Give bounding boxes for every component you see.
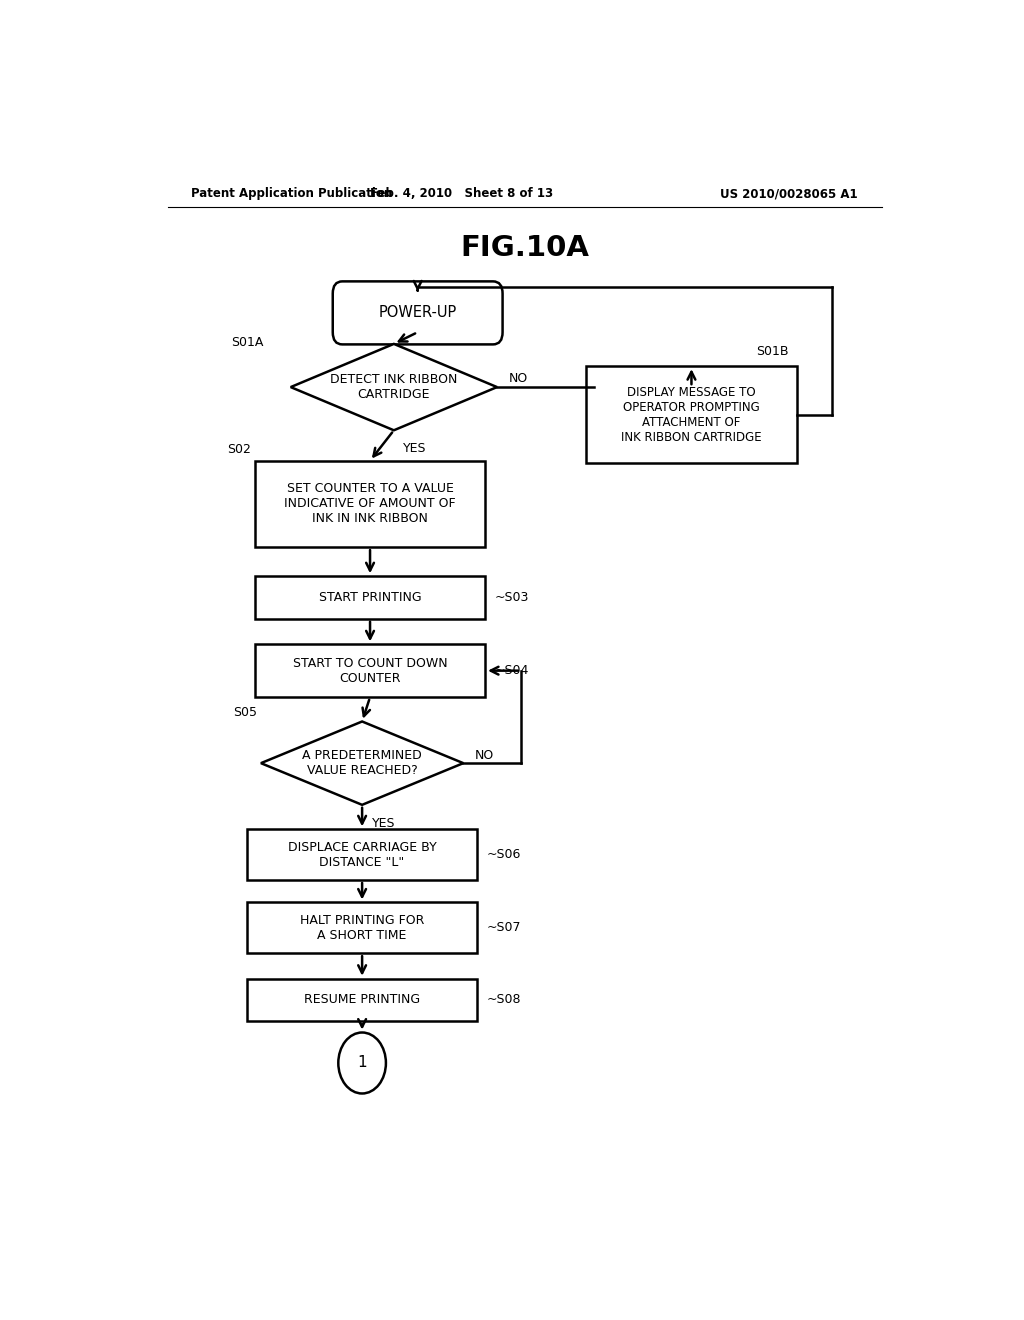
Text: NO: NO <box>509 372 528 385</box>
Text: DISPLAY MESSAGE TO
OPERATOR PROMPTING
ATTACHMENT OF
INK RIBBON CARTRIDGE: DISPLAY MESSAGE TO OPERATOR PROMPTING AT… <box>622 385 762 444</box>
Circle shape <box>338 1032 386 1093</box>
Bar <box>587 366 797 463</box>
Text: A PREDETERMINED
VALUE REACHED?: A PREDETERMINED VALUE REACHED? <box>302 750 422 777</box>
Text: NO: NO <box>475 748 495 762</box>
Text: S01B: S01B <box>756 345 788 358</box>
Text: SET COUNTER TO A VALUE
INDICATIVE OF AMOUNT OF
INK IN INK RIBBON: SET COUNTER TO A VALUE INDICATIVE OF AMO… <box>285 483 456 525</box>
Text: Feb. 4, 2010   Sheet 8 of 13: Feb. 4, 2010 Sheet 8 of 13 <box>370 187 553 201</box>
Text: POWER-UP: POWER-UP <box>379 305 457 321</box>
Polygon shape <box>261 722 463 805</box>
Bar <box>255 644 485 697</box>
Bar <box>247 903 477 953</box>
Bar <box>247 829 477 880</box>
Text: YES: YES <box>372 817 395 830</box>
Text: YES: YES <box>403 442 427 455</box>
Text: ~S08: ~S08 <box>486 994 521 1006</box>
Text: Patent Application Publication: Patent Application Publication <box>191 187 393 201</box>
Text: HALT PRINTING FOR
A SHORT TIME: HALT PRINTING FOR A SHORT TIME <box>300 913 424 941</box>
Text: US 2010/0028065 A1: US 2010/0028065 A1 <box>721 187 858 201</box>
Text: ~S07: ~S07 <box>486 921 521 935</box>
Text: S01A: S01A <box>231 337 263 348</box>
Text: ~S03: ~S03 <box>495 591 529 605</box>
Text: RESUME PRINTING: RESUME PRINTING <box>304 994 420 1006</box>
Text: FIG.10A: FIG.10A <box>461 234 589 261</box>
Text: S05: S05 <box>232 706 257 719</box>
Text: DISPLACE CARRIAGE BY
DISTANCE "L": DISPLACE CARRIAGE BY DISTANCE "L" <box>288 841 436 869</box>
FancyBboxPatch shape <box>333 281 503 345</box>
Polygon shape <box>291 345 497 430</box>
Text: 1: 1 <box>357 1056 367 1071</box>
Text: ~S04: ~S04 <box>495 664 529 677</box>
Text: START TO COUNT DOWN
COUNTER: START TO COUNT DOWN COUNTER <box>293 656 447 685</box>
Bar <box>247 978 477 1022</box>
Text: DETECT INK RIBBON
CARTRIDGE: DETECT INK RIBBON CARTRIDGE <box>330 374 458 401</box>
Bar <box>255 461 485 548</box>
Text: ~S06: ~S06 <box>486 849 521 861</box>
Text: S02: S02 <box>227 442 251 455</box>
Text: START PRINTING: START PRINTING <box>318 591 421 605</box>
Bar <box>255 576 485 619</box>
